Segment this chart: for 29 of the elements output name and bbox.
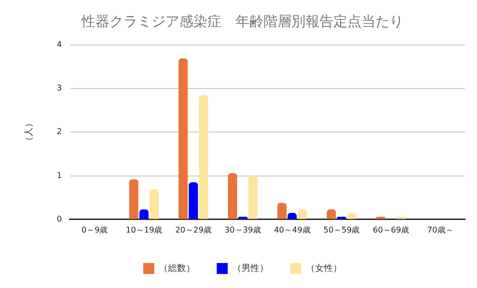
chart-title: 性器クラミジア感染症 年齢階層別報告定点当たり xyxy=(80,14,404,30)
x-tick-label: 50～59歳 xyxy=(323,225,360,234)
bar xyxy=(198,95,208,219)
x-tick-label: 0～9歳 xyxy=(81,225,108,234)
bar xyxy=(228,173,238,219)
bar xyxy=(150,189,159,219)
x-tick-label: 40～49歳 xyxy=(274,225,310,234)
bar xyxy=(277,202,287,219)
y-tick-label: 0 xyxy=(56,214,62,224)
x-tick-label: 60～69歳 xyxy=(372,225,410,234)
legend-label: （総数） xyxy=(158,262,195,274)
y-axis-title: （人） xyxy=(24,118,35,146)
y-tick-label: 3 xyxy=(56,84,62,93)
bar xyxy=(178,58,188,219)
y-tick-label: 1 xyxy=(56,170,62,180)
y-tick-label: 2 xyxy=(56,127,62,136)
bar xyxy=(298,209,307,219)
legend-label: （女性） xyxy=(306,262,342,274)
y-tick-label: 4 xyxy=(56,40,62,49)
x-tick-label: 20～29歳 xyxy=(175,225,212,234)
x-tick-label: 10～19歳 xyxy=(126,225,162,234)
bar xyxy=(326,209,336,219)
bar xyxy=(248,176,258,219)
legend-label: （男性） xyxy=(232,262,268,274)
bar xyxy=(139,209,149,219)
bar xyxy=(129,179,138,219)
bar xyxy=(188,182,198,219)
x-tick-label: 30～39歳 xyxy=(224,225,261,234)
x-tick-label: 70歳～ xyxy=(427,225,454,234)
